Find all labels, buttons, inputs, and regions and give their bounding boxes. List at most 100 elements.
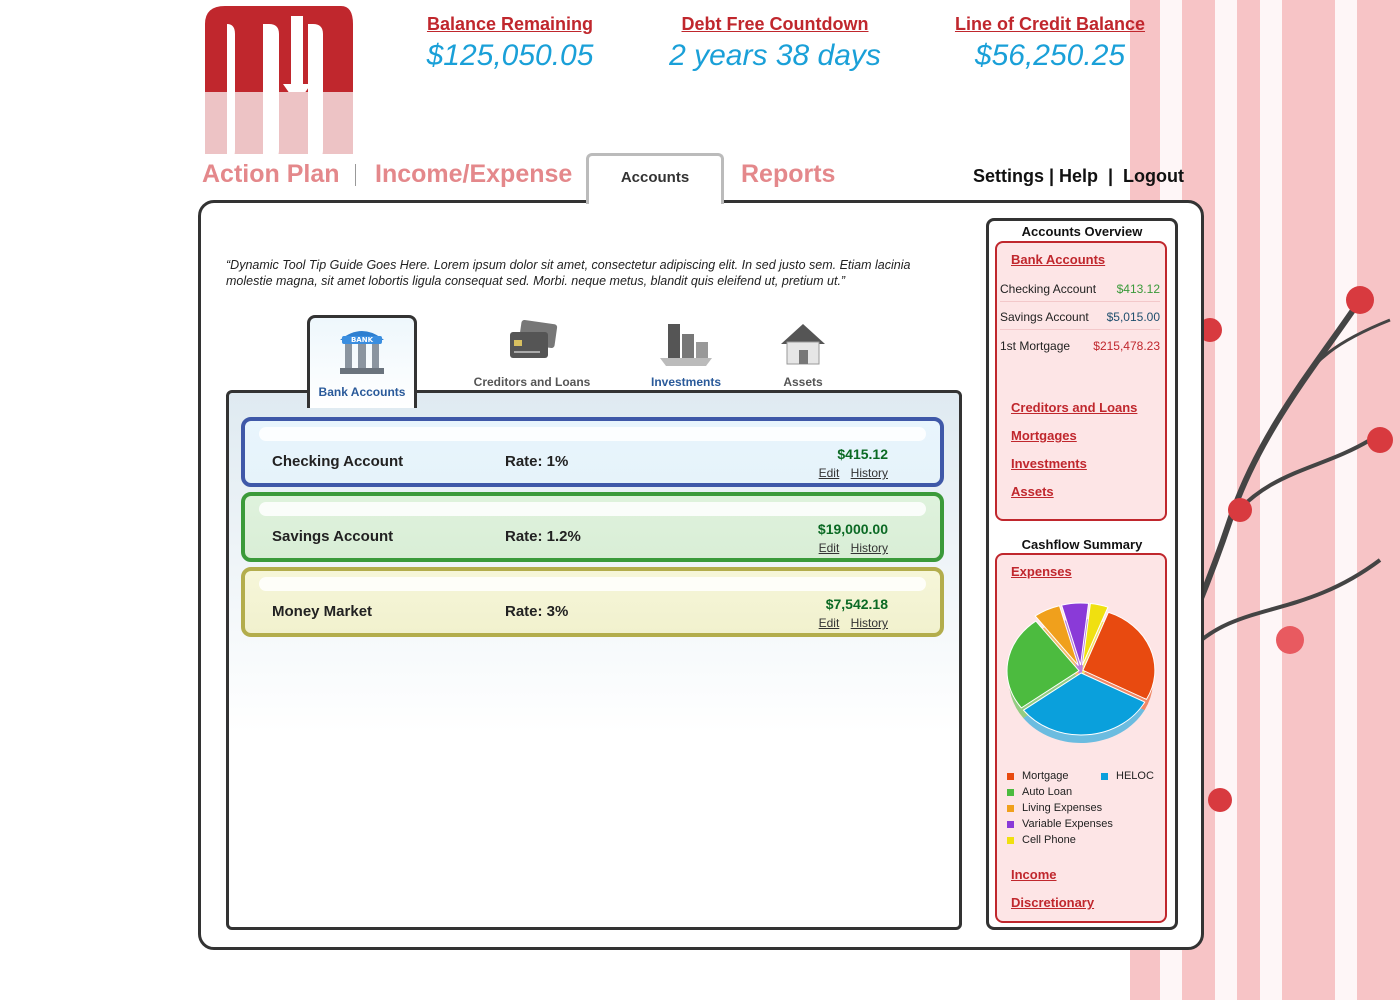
account-actions: Edit History [811,616,888,630]
overview-row-name: Checking Account [1000,282,1097,296]
debt-free-countdown-label[interactable]: Debt Free Countdown [681,14,869,34]
cashflow-summary-title: Cashflow Summary [1021,537,1143,552]
overview-row-value: $5,015.00 [1106,310,1160,324]
legend-item-variable-expenses: Variable Expenses [1007,818,1113,830]
legend-swatch [1007,772,1014,780]
overview-row-value: $413.12 [1116,282,1160,296]
util-divider: | [1049,166,1055,186]
edit-link[interactable]: Edit [818,616,840,630]
investments-icon [660,324,712,366]
account-rate: Rate: 1% [505,453,569,470]
account-balance: $415.12 [837,446,888,462]
assets-link[interactable]: Assets [1011,484,1054,499]
tooltip-guide: “Dynamic Tool Tip Guide Goes Here. Lorem… [226,258,911,288]
edit-link[interactable]: Edit [818,541,840,555]
history-link[interactable]: History [850,616,888,630]
account-balance: $7,542.18 [825,596,888,612]
gloss-highlight [259,502,926,516]
line-of-credit-label[interactable]: Line of Credit Balance [954,14,1146,34]
pie-slice-mortgage [1082,611,1156,701]
account-rate: Rate: 1.2% [505,528,581,545]
pie-slice-variable-expenses [1060,602,1090,666]
legend-item-cell-phone: Cell Phone [1007,834,1076,846]
category-tab-investments[interactable]: Investments [640,318,732,389]
sidebar: Accounts Overview Bank Accounts Checking… [986,218,1178,930]
util-divider: | [1108,166,1114,186]
edit-link[interactable]: Edit [818,466,840,480]
backdrop-stripe [1335,0,1357,1000]
mortgages-link[interactable]: Mortgages [1011,428,1077,443]
bank-accounts-link[interactable]: Bank Accounts [1011,252,1106,267]
tab-reports[interactable]: Reports [741,160,836,188]
backdrop-stripe [1215,0,1237,1000]
overview-row-savings: Savings Account $5,015.00 [1000,303,1160,330]
logout-link[interactable]: Logout [1123,166,1184,186]
history-link[interactable]: History [850,466,888,480]
account-row-checking[interactable]: Checking Account Rate: 1% $415.12 Edit H… [241,417,944,487]
account-row-savings[interactable]: Savings Account Rate: 1.2% $19,000.00 Ed… [241,492,944,562]
logo [205,6,353,154]
pie-slice-heloc [1022,672,1146,736]
category-label: Investments [650,375,722,389]
expenses-link[interactable]: Expenses [1011,564,1072,579]
bank-icon: BANK [340,331,384,374]
account-name: Checking Account [272,453,404,470]
debt-free-countdown-stat: Debt Free Countdown 2 years 38 days [660,14,890,73]
pie-slice-cell-phone [1081,603,1109,666]
nav-divider [355,164,356,186]
account-name: Money Market [272,603,373,620]
account-rate: Rate: 3% [505,603,569,620]
overview-row-name: 1st Mortgage [1000,339,1071,353]
tab-action-plan[interactable]: Action Plan [202,160,340,188]
overview-row-checking: Checking Account $413.12 [1000,275,1160,302]
category-tab-bank-accounts[interactable]: BANK Bank Accounts [307,315,417,408]
income-link[interactable]: Income [1011,867,1057,882]
help-link[interactable]: Help [1059,166,1099,186]
tree-branch-icon [1130,286,1393,812]
legend-swatch [1007,836,1014,844]
category-label: Creditors and Loans [473,375,591,389]
tab-income-expense[interactable]: Income/Expense [375,160,573,188]
gloss-highlight [259,577,926,591]
legend-label: Mortgage [1022,770,1069,782]
creditors-and-loans-link[interactable]: Creditors and Loans [1011,400,1138,415]
legend-label: Auto Loan [1022,786,1073,798]
legend-item-auto-loan: Auto Loan [1007,786,1072,798]
expenses-pie-chart [1006,602,1156,743]
legend-label: Living Expenses [1022,802,1103,814]
legend-item-mortgage: Mortgage [1007,770,1068,782]
history-link[interactable]: History [850,541,888,555]
discretionary-link[interactable]: Discretionary [1011,895,1095,910]
credit-card-icon [510,319,558,358]
account-balance: $19,000.00 [817,521,888,537]
balance-remaining-label[interactable]: Balance Remaining [426,14,594,34]
account-actions: Edit History [811,541,888,555]
legend-swatch [1007,804,1014,812]
overview-row-name: Savings Account [1000,310,1089,324]
balance-remaining-value: $125,050.05 [426,39,594,72]
svg-text:BANK: BANK [351,336,374,344]
legend-label: HELOC [1116,770,1154,782]
accounts-overview-box: Bank Accounts Checking Account $413.12 S… [995,241,1167,521]
gloss-highlight [259,427,926,441]
debt-free-countdown-value: 2 years 38 days [669,39,881,72]
category-tab-creditors-and-loans[interactable]: Creditors and Loans [468,318,596,389]
overview-row-value: $215,478.23 [1093,339,1160,353]
account-name: Savings Account [272,528,394,545]
category-tab-assets[interactable]: Assets [772,318,834,389]
accounts-overview-title: Accounts Overview [1021,224,1143,239]
account-actions: Edit History [811,466,888,480]
pie-slice-auto-loan [1006,620,1080,709]
line-of-credit-value: $56,250.25 [974,39,1126,72]
legend-swatch [1007,788,1014,796]
backdrop-stripe [1260,0,1282,1000]
line-of-credit-stat: Line of Credit Balance $56,250.25 [950,14,1150,73]
tab-accounts[interactable]: Accounts [586,153,724,204]
house-icon [781,324,825,365]
account-row-money-market[interactable]: Money Market Rate: 3% $7,542.18 Edit His… [241,567,944,637]
investments-link[interactable]: Investments [1011,456,1087,471]
legend-swatch [1101,772,1108,780]
settings-link[interactable]: Settings [973,166,1045,186]
balance-remaining-stat: Balance Remaining $125,050.05 [410,14,610,73]
category-label: Assets [783,375,823,389]
